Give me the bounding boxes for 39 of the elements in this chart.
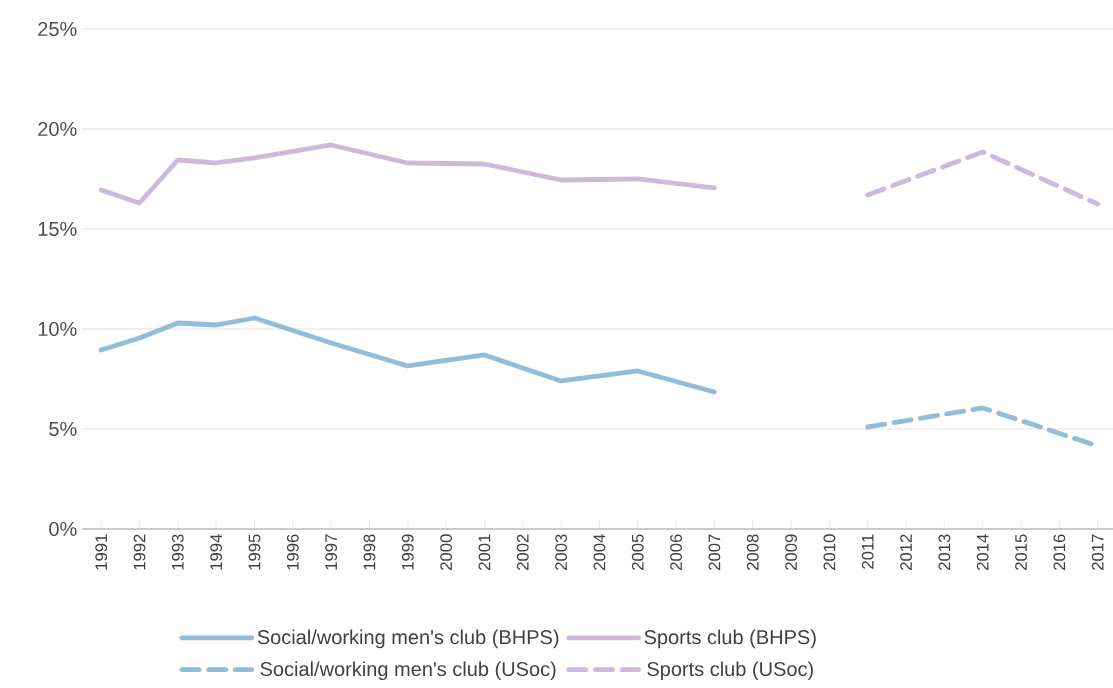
x-tick-label: 2009	[785, 534, 797, 570]
x-tick-label: 1999	[401, 534, 414, 570]
legend-label: Social/working men's club (BHPS)	[257, 629, 559, 649]
y-tick-label: 0%	[49, 521, 77, 537]
x-tick-label: 2001	[478, 534, 491, 570]
x-tick-label: 2000	[440, 534, 453, 570]
y-tick-label: 5%	[49, 421, 77, 437]
x-tick-label: 2015	[1015, 534, 1027, 570]
x-tick-label: 2014	[976, 534, 989, 570]
legend-label: Social/working men's club (USoc)	[260, 661, 556, 681]
x-tick-label: 2013	[938, 534, 951, 570]
y-tick-label: 15%	[38, 221, 77, 237]
x-tick-label: 1993	[171, 534, 184, 570]
x-tick-label: 1998	[363, 534, 376, 570]
x-tick-label: 1994	[210, 534, 223, 570]
x-tick-label: 2016	[1053, 534, 1066, 570]
x-tick-label: 2005	[631, 534, 644, 570]
x-tick-label: 2002	[516, 534, 529, 570]
x-tick-label: 2003	[555, 534, 567, 570]
legend-label: Sports club (BHPS)	[644, 629, 816, 649]
x-tick-label: 1992	[133, 534, 146, 570]
x-tick-label: 2004	[593, 534, 606, 570]
x-tick-label: 2011	[861, 534, 874, 569]
x-tick-label: 2017	[1091, 534, 1104, 570]
line-series	[98, 142, 717, 206]
x-tick-label: 2007	[708, 534, 721, 570]
x-tick-label: 2006	[670, 534, 682, 570]
x-tick-label: 2010	[823, 534, 836, 570]
y-tick-label: 10%	[38, 321, 77, 337]
legend-label: Sports club (USoc)	[647, 661, 813, 681]
x-tick-label: 2008	[746, 534, 759, 570]
x-tick-label: 1997	[325, 534, 338, 570]
y-tick-label: 25%	[38, 21, 77, 37]
x-tick-label: 1991	[95, 534, 108, 570]
x-tick-label: 1996	[286, 534, 299, 570]
x-tick-label: 2012	[900, 534, 912, 570]
line-series	[98, 315, 717, 395]
y-tick-label: 20%	[38, 121, 77, 137]
x-tick-label: 1995	[248, 534, 261, 570]
